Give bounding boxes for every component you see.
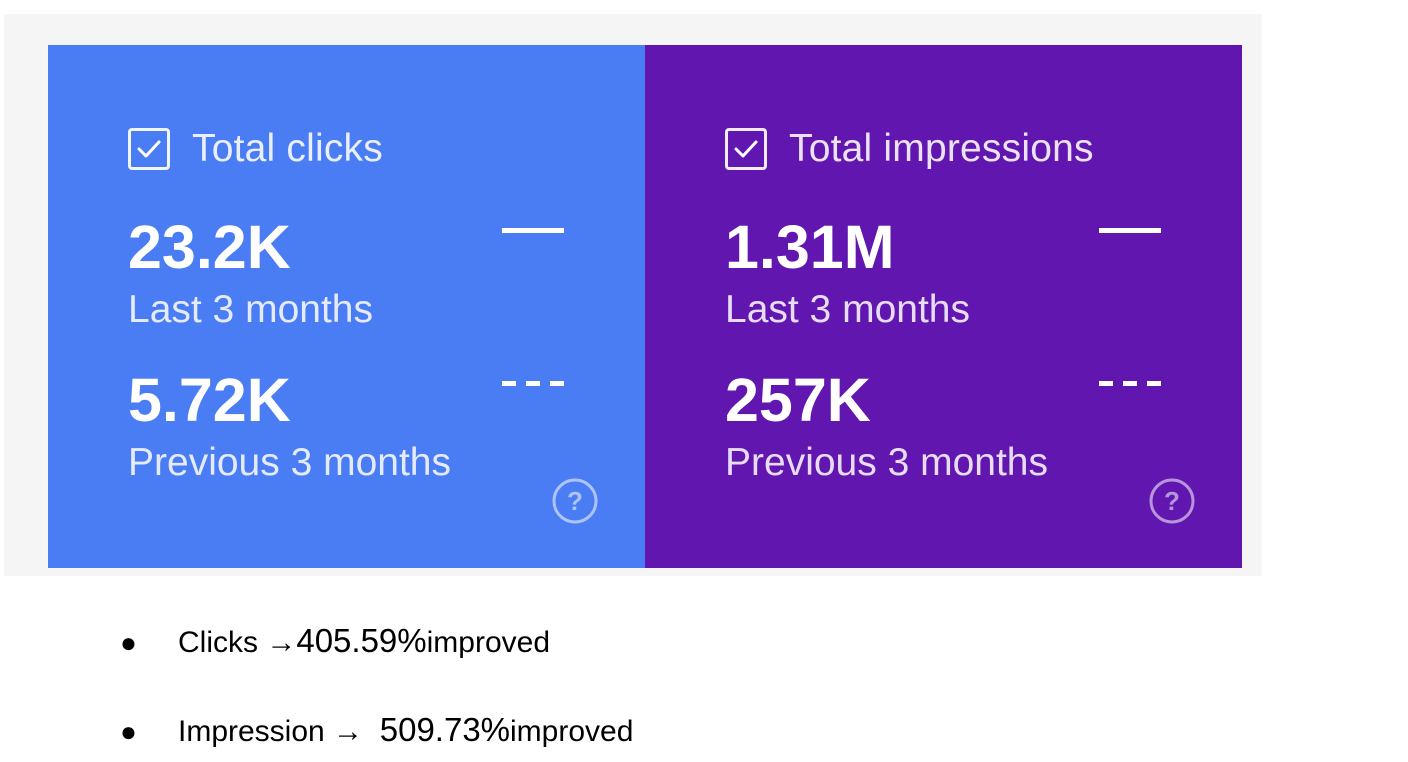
total-clicks-card[interactable]: Total clicks 23.2K Last 3 months 5.72K P…	[48, 45, 645, 568]
total-impressions-toggle[interactable]: Total impressions	[725, 127, 1094, 171]
checkbox-checked-icon[interactable]	[128, 128, 170, 170]
list-item: ● Clicks → 405.59% improved	[120, 622, 550, 660]
bullet-prefix: Impression →	[178, 715, 380, 748]
previous-clicks-value: 5.72K	[128, 366, 291, 434]
svg-text:?: ?	[567, 486, 583, 516]
card-title: Total impressions	[789, 127, 1094, 170]
card-title: Total clicks	[192, 127, 383, 170]
help-circle-icon[interactable]: ?	[550, 476, 600, 526]
bullet-icon: ●	[120, 627, 137, 658]
previous-period-label: Previous 3 months	[725, 441, 1048, 484]
current-period-label: Last 3 months	[128, 288, 373, 331]
bullet-percent: 405.59%	[296, 622, 427, 659]
dashed-line-icon	[502, 381, 564, 386]
performance-cards: Total clicks 23.2K Last 3 months 5.72K P…	[48, 45, 1242, 568]
list-item: ● Impression → 509.73% improved	[120, 711, 633, 749]
dashed-line-icon	[1099, 381, 1161, 386]
bullet-prefix: Clicks →	[178, 626, 297, 659]
previous-period-label: Previous 3 months	[128, 441, 451, 484]
svg-text:?: ?	[1164, 486, 1180, 516]
current-impressions-value: 1.31M	[725, 213, 895, 281]
bullet-percent: 509.73%	[379, 711, 511, 748]
checkbox-checked-icon[interactable]	[725, 128, 767, 170]
solid-line-icon	[502, 228, 564, 233]
bullet-icon: ●	[120, 716, 137, 747]
solid-line-icon	[1099, 228, 1161, 233]
current-period-label: Last 3 months	[725, 288, 970, 331]
bullet-suffix: improved	[426, 626, 551, 659]
current-clicks-value: 23.2K	[128, 213, 291, 281]
help-circle-icon[interactable]: ?	[1147, 476, 1197, 526]
bullet-suffix: improved	[510, 715, 634, 748]
total-clicks-toggle[interactable]: Total clicks	[128, 127, 383, 171]
total-impressions-card[interactable]: Total impressions 1.31M Last 3 months 25…	[645, 45, 1242, 568]
previous-impressions-value: 257K	[725, 366, 871, 434]
